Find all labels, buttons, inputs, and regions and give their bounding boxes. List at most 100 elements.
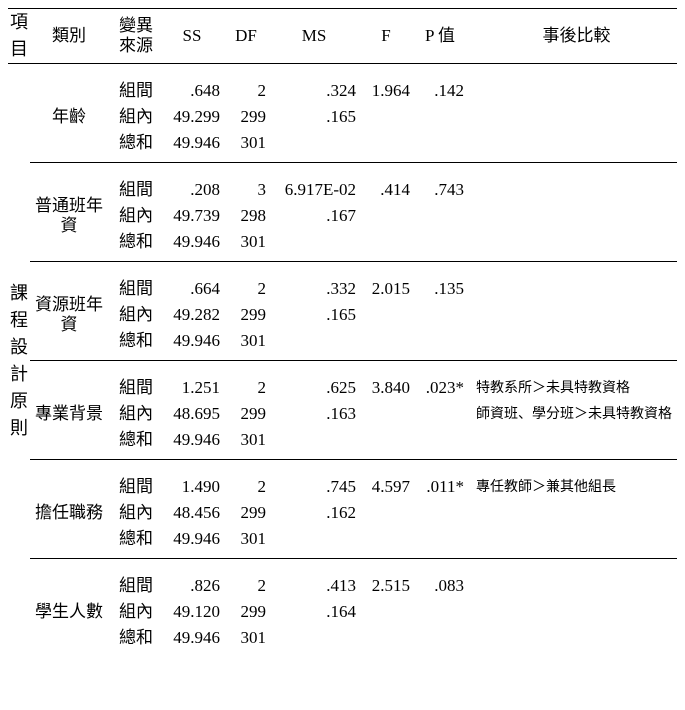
p-cell: [416, 229, 470, 255]
df-cell: 2: [226, 78, 272, 104]
table-row: 課程設計原則: [8, 64, 677, 79]
table-row: 組內48.695299.163 師資班、學分班＞未具特教資格: [8, 401, 677, 427]
ms-cell: [272, 427, 362, 453]
source-cell: 組間: [108, 78, 164, 104]
ss-cell: 1.490: [164, 474, 226, 500]
f-cell: 4.597: [362, 474, 416, 500]
table-row: 總和49.946301: [8, 229, 677, 255]
df-cell: 299: [226, 401, 272, 427]
df-cell: 298: [226, 203, 272, 229]
f-cell: [362, 302, 416, 328]
df-cell: 2: [226, 375, 272, 401]
ms-cell: .163: [272, 401, 362, 427]
ms-cell: .625: [272, 375, 362, 401]
post-cell: [470, 177, 677, 203]
ss-cell: 48.695: [164, 401, 226, 427]
post-cell: [470, 427, 677, 453]
f-cell: 3.840: [362, 375, 416, 401]
post-cell: [470, 229, 677, 255]
f-cell: [362, 104, 416, 130]
post-cell: 專任教師＞兼其他組長: [470, 474, 677, 500]
post-cell: [470, 526, 677, 552]
ss-cell: 48.456: [164, 500, 226, 526]
ss-cell: 49.282: [164, 302, 226, 328]
ms-cell: 6.917E-02: [272, 177, 362, 203]
source-cell: 組間: [108, 573, 164, 599]
ms-cell: .165: [272, 104, 362, 130]
source-cell: 組內: [108, 401, 164, 427]
project-label-cell: 課程設計原則: [8, 64, 30, 658]
df-cell: 299: [226, 500, 272, 526]
f-cell: [362, 130, 416, 156]
ms-cell: .332: [272, 276, 362, 302]
p-cell: [416, 302, 470, 328]
table-row: 組內49.282299.165: [8, 302, 677, 328]
table-row: [8, 651, 677, 657]
table-row: 總和49.946301: [8, 625, 677, 651]
header-p: P 值: [416, 9, 470, 64]
table-row: [8, 460, 677, 475]
post-cell: [470, 328, 677, 354]
source-cell: 組內: [108, 203, 164, 229]
header-source-l2: 來源: [119, 36, 153, 56]
header-source-l1: 變異: [119, 16, 153, 36]
df-cell: 299: [226, 104, 272, 130]
ms-cell: [272, 328, 362, 354]
df-cell: 2: [226, 573, 272, 599]
ss-cell: 1.251: [164, 375, 226, 401]
ms-cell: .167: [272, 203, 362, 229]
p-cell: .135: [416, 276, 470, 302]
category-cell: 擔任職務: [30, 474, 108, 552]
f-cell: [362, 625, 416, 651]
header-df: DF: [226, 9, 272, 64]
ms-cell: .162: [272, 500, 362, 526]
table-row: 普通班年資組間.20836.917E-02.414.743: [8, 177, 677, 203]
post-cell: [470, 302, 677, 328]
table-row: 組內48.456299.162: [8, 500, 677, 526]
post-cell: [470, 625, 677, 651]
table-row: 組內49.299299.165: [8, 104, 677, 130]
f-cell: [362, 427, 416, 453]
p-cell: .142: [416, 78, 470, 104]
p-cell: .083: [416, 573, 470, 599]
source-cell: 總和: [108, 427, 164, 453]
p-cell: [416, 526, 470, 552]
f-cell: 2.515: [362, 573, 416, 599]
ss-cell: 49.299: [164, 104, 226, 130]
header-ms: MS: [272, 9, 362, 64]
df-cell: 301: [226, 427, 272, 453]
ms-cell: [272, 625, 362, 651]
post-cell: [470, 276, 677, 302]
df-cell: 3: [226, 177, 272, 203]
post-cell: 師資班、學分班＞未具特教資格: [470, 401, 677, 427]
p-cell: .011*: [416, 474, 470, 500]
ms-cell: [272, 229, 362, 255]
f-cell: [362, 599, 416, 625]
df-cell: 2: [226, 276, 272, 302]
header-source: 變異 來源: [108, 9, 164, 64]
p-cell: [416, 500, 470, 526]
post-cell: [470, 104, 677, 130]
header-project-text: 項目: [10, 9, 28, 63]
f-cell: .414: [362, 177, 416, 203]
df-cell: 301: [226, 130, 272, 156]
source-cell: 總和: [108, 130, 164, 156]
f-cell: 1.964: [362, 78, 416, 104]
table-row: [8, 262, 677, 277]
source-cell: 組內: [108, 500, 164, 526]
table-row: 專業背景組間1.2512.6253.840.023*特教系所＞未具特教資格: [8, 375, 677, 401]
f-cell: [362, 203, 416, 229]
ss-cell: 49.946: [164, 427, 226, 453]
table-row: 擔任職務組間1.4902.7454.597.011*專任教師＞兼其他組長: [8, 474, 677, 500]
post-cell: [470, 500, 677, 526]
category-cell: 學生人數: [30, 573, 108, 651]
source-cell: 組間: [108, 375, 164, 401]
table-row: 年齡組間.6482.3241.964.142: [8, 78, 677, 104]
table-row: 組內49.120299.164: [8, 599, 677, 625]
ss-cell: .826: [164, 573, 226, 599]
p-cell: [416, 625, 470, 651]
f-cell: [362, 328, 416, 354]
p-cell: [416, 328, 470, 354]
table-row: 組內49.739298.167: [8, 203, 677, 229]
p-cell: [416, 104, 470, 130]
